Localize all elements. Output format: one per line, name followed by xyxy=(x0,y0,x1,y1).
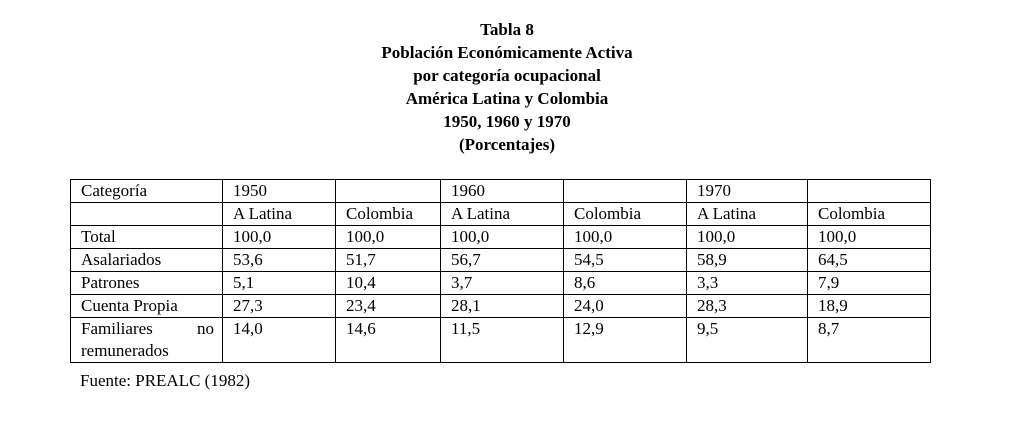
data-row: Total 100,0 100,0 100,0 100,0 100,0 100,0 xyxy=(70,225,931,249)
title-line: 1950, 1960 y 1970 xyxy=(443,112,571,131)
empty-cell xyxy=(70,202,223,226)
value-cell: 24,0 xyxy=(563,294,687,318)
value-cell: 53,6 xyxy=(222,248,336,272)
value-cell: 3,7 xyxy=(440,271,564,295)
year-cell: 1950 xyxy=(222,179,336,203)
value-cell: 5,1 xyxy=(222,271,336,295)
title-line: Tabla 8 xyxy=(480,20,534,39)
value-cell: 8,6 xyxy=(563,271,687,295)
value-cell: 100,0 xyxy=(440,225,564,249)
value-cell: 28,3 xyxy=(686,294,808,318)
subheader-cell: A Latina xyxy=(222,202,336,226)
value-cell: 10,4 xyxy=(335,271,441,295)
value-cell: 3,3 xyxy=(686,271,808,295)
value-cell: 14,6 xyxy=(335,317,441,363)
value-cell: 100,0 xyxy=(335,225,441,249)
header-row: Categoría 1950 1960 1970 xyxy=(70,179,931,203)
title-line: América Latina y Colombia xyxy=(405,89,609,108)
title-line: por categoría ocupacional xyxy=(413,66,601,85)
value-cell: 100,0 xyxy=(222,225,336,249)
subheader-cell: Colombia xyxy=(807,202,931,226)
header-cell: Categoría xyxy=(70,179,223,203)
value-cell: 54,5 xyxy=(563,248,687,272)
year-cell: 1960 xyxy=(440,179,564,203)
value-cell: 56,7 xyxy=(440,248,564,272)
row-label: Familiares no remunerados xyxy=(70,317,223,363)
source-note: Fuente: PREALC (1982) xyxy=(80,371,250,390)
title-line: Población Económicamente Activa xyxy=(381,43,633,62)
year-cell: 1970 xyxy=(686,179,808,203)
subheader-cell: Colombia xyxy=(563,202,687,226)
value-cell: 23,4 xyxy=(335,294,441,318)
row-label: Cuenta Propia xyxy=(70,294,223,318)
value-cell: 11,5 xyxy=(440,317,564,363)
value-cell: 100,0 xyxy=(686,225,808,249)
value-cell: 64,5 xyxy=(807,248,931,272)
value-cell: 9,5 xyxy=(686,317,808,363)
empty-cell xyxy=(807,179,931,203)
subheader-cell: Colombia xyxy=(335,202,441,226)
data-row: Asalariados 53,6 51,7 56,7 54,5 58,9 64,5 xyxy=(70,248,931,272)
value-cell: 100,0 xyxy=(563,225,687,249)
value-cell: 100,0 xyxy=(807,225,931,249)
data-row: Familiares no remunerados 14,0 14,6 11,5 12,… xyxy=(70,317,931,363)
value-cell: 8,7 xyxy=(807,317,931,363)
row-label: Total xyxy=(70,225,223,249)
empty-cell xyxy=(335,179,441,203)
subheader-cell: A Latina xyxy=(686,202,808,226)
value-cell: 28,1 xyxy=(440,294,564,318)
subheader-row: A Latina Colombia A Latina Colombia A Latina… xyxy=(70,202,931,226)
value-cell: 27,3 xyxy=(222,294,336,318)
value-cell: 18,9 xyxy=(807,294,931,318)
data-row: Patrones 5,1 10,4 3,7 8,6 3,3 7,9 xyxy=(70,271,931,295)
row-label: Asalariados xyxy=(70,248,223,272)
title-block: Tabla 8 Población Económicamente Activa po… xyxy=(0,18,1014,156)
data-row: Cuenta Propia 27,3 23,4 28,1 24,0 28,3 18,9 xyxy=(70,294,931,318)
value-cell: 14,0 xyxy=(222,317,336,363)
row-label: Patrones xyxy=(70,271,223,295)
empty-cell xyxy=(563,179,687,203)
subheader-cell: A Latina xyxy=(440,202,564,226)
value-cell: 7,9 xyxy=(807,271,931,295)
title-line: (Porcentajes) xyxy=(459,135,555,154)
data-table: Categoría 1950 1960 1970 A Latina Colombia A L… xyxy=(70,179,931,363)
value-cell: 58,9 xyxy=(686,248,808,272)
value-cell: 12,9 xyxy=(563,317,687,363)
value-cell: 51,7 xyxy=(335,248,441,272)
